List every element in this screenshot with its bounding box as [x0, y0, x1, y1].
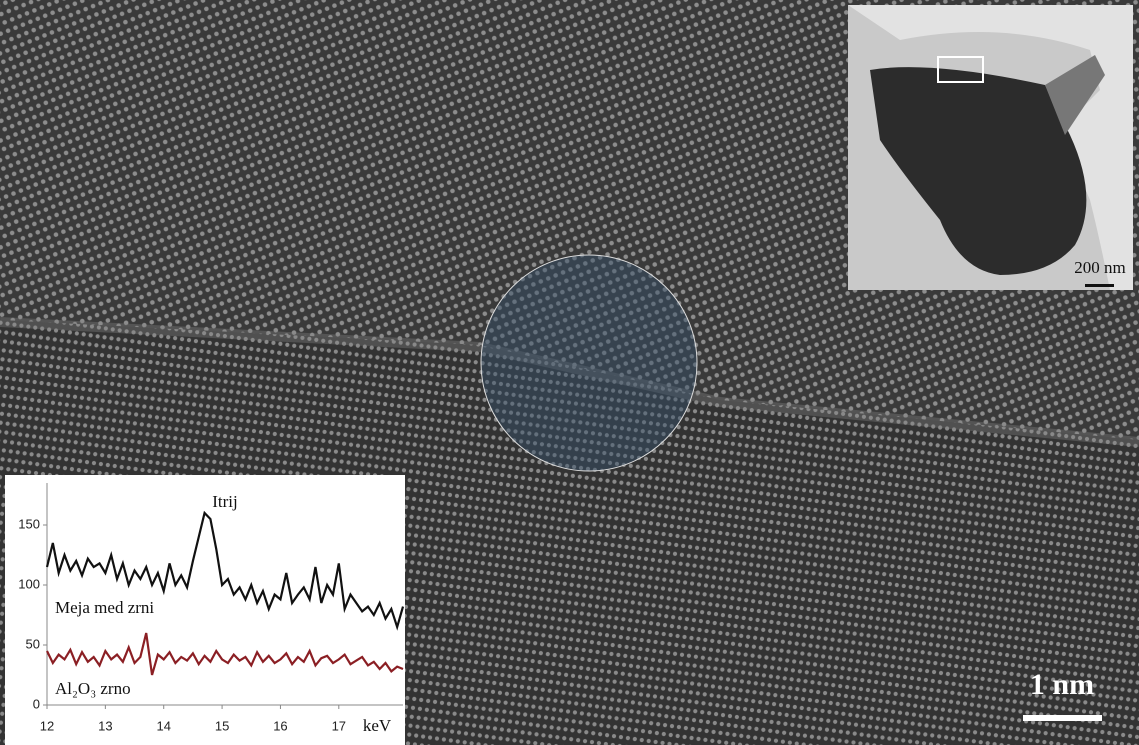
y-tick-label: 50 [26, 636, 40, 651]
x-tick-label: 15 [215, 718, 229, 733]
y-tick-label: 0 [33, 696, 40, 711]
legend-label: Al₂O₃ zrno [55, 679, 131, 698]
x-tick-label: 12 [40, 718, 54, 733]
annotation: Itrij [212, 492, 238, 511]
inset-scale-label: 200 nm [1074, 258, 1125, 277]
scale-label: 1 nm [1030, 668, 1094, 701]
legend-label: Meja med zrni [55, 598, 154, 617]
y-tick-label: 150 [18, 516, 40, 531]
x-tick-label: 14 [156, 718, 170, 733]
y-tick-label: 100 [18, 576, 40, 591]
x-tick-label: 13 [98, 718, 112, 733]
analysis-spot [481, 255, 697, 471]
x-axis-label: keV [363, 716, 392, 735]
scale-bar [1023, 715, 1102, 721]
figure: 200 nm 1 nm 0 50 100 150 12 13 14 15 16 17 keV Itri… [0, 0, 1139, 745]
x-tick-label: 17 [332, 718, 346, 733]
x-tick-label: 16 [273, 718, 287, 733]
inset-scale-bar [1085, 284, 1114, 287]
page: {"image": {"scale_bar": "1 nm", "inset_s… [0, 0, 1139, 745]
